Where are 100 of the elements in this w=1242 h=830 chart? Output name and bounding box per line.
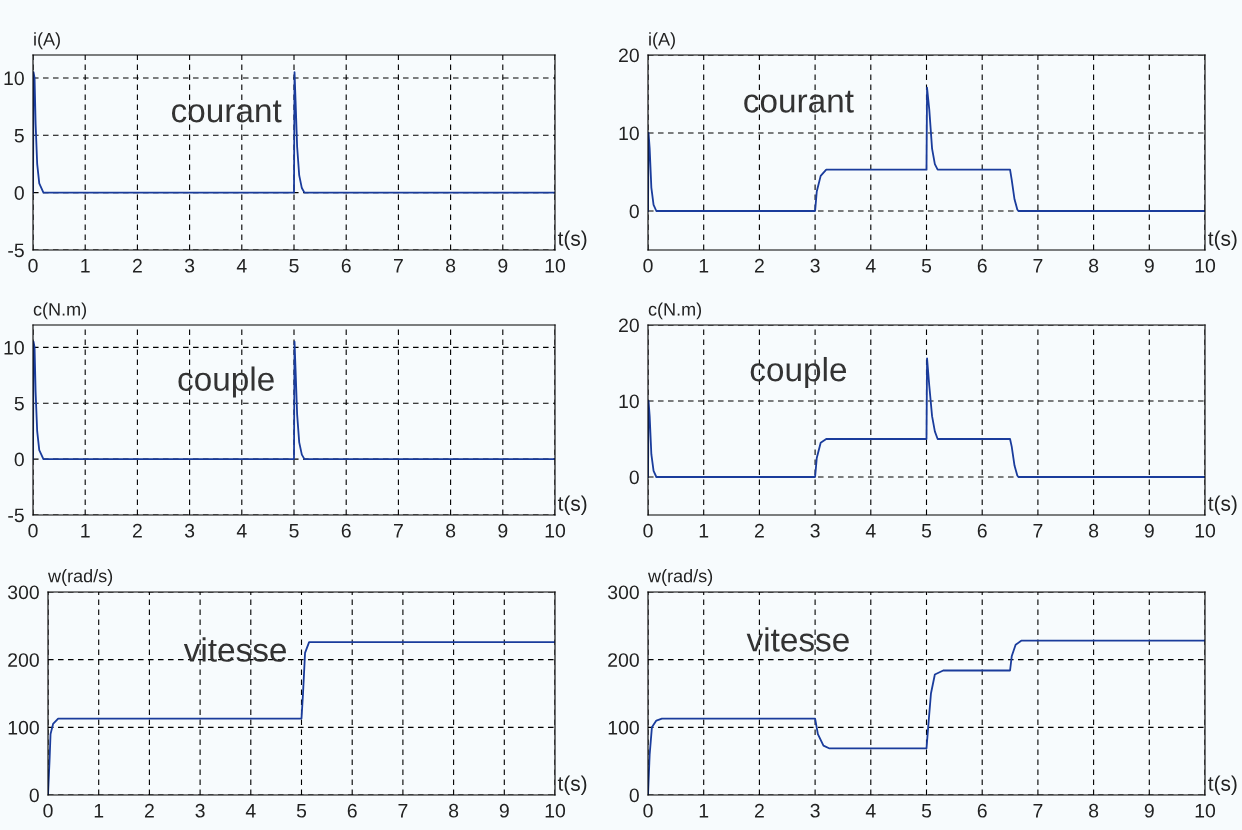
x-tick-label: 1 bbox=[94, 804, 104, 818]
x-tick-label: 5 bbox=[921, 259, 932, 273]
x-tick-label: 0 bbox=[643, 803, 653, 818]
x-tick-label: 6 bbox=[977, 803, 987, 818]
x-tick-label: 6 bbox=[341, 258, 351, 273]
y-tick-label: 10 bbox=[619, 394, 639, 409]
y-axis-title: w(rad/s) bbox=[47, 569, 113, 586]
y-tick-label: -5 bbox=[8, 243, 24, 258]
y-axis-title: w(rad/s) bbox=[647, 569, 713, 586]
x-tick-label: 8 bbox=[446, 523, 456, 538]
annotation: couple bbox=[178, 366, 274, 398]
y-tick-label: 100 bbox=[608, 720, 639, 735]
x-tick-label: 4 bbox=[245, 804, 256, 818]
x-tick-label: 5 bbox=[921, 804, 932, 818]
x-tick-label: 9 bbox=[1144, 258, 1154, 273]
x-axis-title: t(s) bbox=[557, 230, 587, 250]
x-axis-title: t(s) bbox=[1208, 230, 1237, 250]
y-axis-title: i(A) bbox=[34, 32, 60, 50]
x-tick-label: 3 bbox=[184, 523, 195, 538]
x-tick-label: 7 bbox=[393, 259, 403, 273]
x-tick-label: 4 bbox=[236, 524, 247, 538]
x-tick-label: 4 bbox=[865, 259, 876, 273]
line-series bbox=[33, 71, 555, 194]
x-tick-label: 10 bbox=[545, 803, 566, 818]
line-series bbox=[648, 357, 1205, 478]
x-tick-label: 0 bbox=[643, 523, 653, 538]
x-tick-label: 5 bbox=[296, 804, 307, 818]
y-axis-title: i(A) bbox=[649, 32, 675, 50]
x-tick-label: 9 bbox=[498, 258, 508, 273]
y-tick-label: 100 bbox=[8, 720, 39, 735]
annotation: vitesse bbox=[183, 637, 286, 662]
x-tick-label: 8 bbox=[1089, 523, 1099, 538]
annotation: courant bbox=[744, 90, 854, 113]
x-tick-label: 10 bbox=[1195, 258, 1216, 273]
x-tick-label: 10 bbox=[1195, 803, 1216, 818]
x-tick-label: 4 bbox=[865, 524, 876, 538]
x-tick-label: 8 bbox=[1089, 258, 1099, 273]
y-tick-label: 0 bbox=[629, 470, 639, 485]
x-tick-label: 10 bbox=[545, 523, 566, 538]
x-tick-label: 4 bbox=[865, 804, 876, 818]
y-tick-label: 0 bbox=[29, 788, 39, 803]
x-tick-label: 6 bbox=[977, 523, 987, 538]
y-tick-label: 5 bbox=[14, 396, 24, 411]
x-tick-label: 3 bbox=[195, 803, 205, 818]
x-tick-label: 9 bbox=[498, 523, 508, 538]
y-tick-label: -5 bbox=[8, 508, 24, 523]
x-tick-label: 6 bbox=[341, 523, 351, 538]
y-tick-label: 20 bbox=[619, 48, 639, 63]
x-tick-label: 7 bbox=[1033, 259, 1043, 273]
y-tick-label: 200 bbox=[8, 653, 39, 667]
x-tick-label: 10 bbox=[545, 258, 566, 273]
x-tick-label: 6 bbox=[347, 803, 357, 818]
x-tick-label: 3 bbox=[184, 258, 195, 273]
x-tick-label: 2 bbox=[144, 803, 154, 818]
y-tick-label: 0 bbox=[629, 788, 639, 803]
x-tick-label: 6 bbox=[977, 258, 987, 273]
annotation: courant bbox=[171, 100, 282, 123]
x-tick-label: 1 bbox=[699, 524, 709, 538]
x-tick-label: 1 bbox=[699, 804, 709, 818]
annotation: couple bbox=[750, 356, 847, 389]
y-tick-label: 20 bbox=[619, 318, 639, 333]
x-tick-label: 3 bbox=[810, 258, 820, 273]
y-tick-label: 10 bbox=[4, 340, 24, 355]
y-tick-label: 300 bbox=[7, 585, 39, 600]
x-tick-label: 10 bbox=[1195, 523, 1216, 538]
x-tick-label: 2 bbox=[132, 523, 142, 538]
line-series bbox=[33, 340, 555, 461]
x-tick-label: 2 bbox=[132, 258, 142, 273]
y-axis-title: c(N.m) bbox=[33, 302, 87, 320]
x-tick-label: 8 bbox=[449, 803, 459, 818]
x-tick-label: 4 bbox=[236, 259, 247, 273]
x-tick-label: 0 bbox=[643, 258, 653, 273]
x-tick-label: 7 bbox=[393, 524, 403, 538]
x-tick-label: 3 bbox=[810, 803, 820, 818]
x-tick-label: 8 bbox=[446, 258, 456, 273]
x-tick-label: 7 bbox=[1033, 804, 1043, 818]
x-tick-label: 7 bbox=[1033, 524, 1043, 538]
x-axis-title: t(s) bbox=[1208, 775, 1237, 795]
x-tick-label: 5 bbox=[921, 524, 932, 538]
line-series bbox=[648, 86, 1205, 212]
y-tick-label: 5 bbox=[14, 128, 24, 143]
x-tick-label: 9 bbox=[1144, 803, 1154, 818]
x-tick-label: 5 bbox=[289, 524, 299, 538]
x-tick-label: 3 bbox=[810, 523, 820, 538]
x-axis-title: t(s) bbox=[557, 495, 587, 515]
x-tick-label: 0 bbox=[43, 803, 53, 818]
x-tick-label: 2 bbox=[754, 523, 764, 538]
x-tick-label: 7 bbox=[398, 804, 408, 818]
y-axis-title: c(N.m) bbox=[648, 302, 702, 320]
x-tick-label: 5 bbox=[289, 259, 299, 273]
x-axis-title: t(s) bbox=[1208, 495, 1237, 515]
x-tick-label: 8 bbox=[1089, 803, 1099, 818]
x-tick-label: 1 bbox=[699, 259, 709, 273]
x-tick-label: 9 bbox=[499, 803, 509, 818]
y-tick-label: 0 bbox=[14, 186, 24, 200]
y-tick-label: 10 bbox=[4, 71, 24, 86]
x-tick-label: 1 bbox=[81, 524, 90, 538]
y-tick-label: 10 bbox=[619, 126, 639, 141]
annotation: vitesse bbox=[746, 627, 849, 652]
y-tick-label: 0 bbox=[14, 452, 24, 467]
